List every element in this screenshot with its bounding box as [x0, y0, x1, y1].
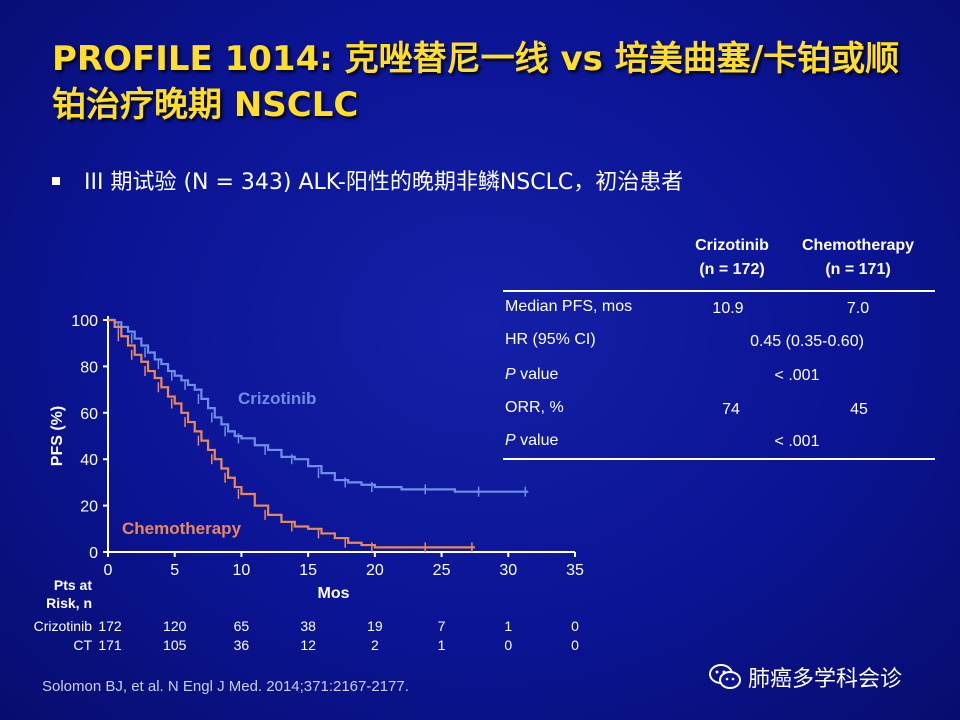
series-label-chemotherapy: Chemotherapy: [122, 519, 242, 538]
y-tick-label: 60: [80, 406, 98, 423]
p-rest: value: [515, 366, 559, 383]
x-tick-label: 15: [299, 562, 317, 579]
risk-value: 65: [234, 618, 250, 634]
risk-value: 120: [163, 618, 187, 634]
x-tick-label: 5: [170, 562, 179, 579]
col2-n: (n = 171): [825, 261, 891, 278]
risk-row-label: CT: [73, 637, 92, 653]
table-cell: < .001: [774, 433, 820, 450]
row-label: ORR, %: [505, 399, 564, 416]
y-tick-label: 40: [80, 452, 98, 469]
risk-value: 0: [571, 637, 579, 653]
brand-text: 肺癌多学科会诊: [748, 667, 903, 692]
risk-header: Risk, n: [46, 595, 92, 611]
col2-name: Chemotherapy: [801, 237, 915, 254]
table-cell: 10.9: [712, 300, 744, 317]
brand-watermark: 肺癌多学科会诊: [708, 661, 902, 697]
y-tick-label: 20: [80, 499, 98, 516]
bullet-text: III 期试验 (N = 343) ALK-阳性的晚期非鳞NSCLC，初治患者: [84, 170, 684, 195]
risk-value: 1: [438, 637, 446, 653]
row-label: Median PFS, mos: [505, 298, 633, 315]
series-label-crizotinib: Crizotinib: [238, 389, 316, 408]
risk-value: 0: [571, 618, 579, 634]
risk-value: 172: [98, 618, 122, 634]
risk-value: 36: [234, 637, 250, 653]
col-head-chemotherapy: Chemotherapy (n = 171): [791, 234, 925, 282]
square-bullet-icon: [52, 177, 60, 185]
risk-value: 2: [371, 637, 379, 653]
risk-header: Pts at: [54, 577, 92, 593]
km-curve-chemotherapy: [108, 318, 475, 549]
col1-n: (n = 172): [699, 261, 765, 278]
x-tick-label: 0: [104, 562, 113, 579]
row-label: P value: [505, 432, 558, 450]
col-head-crizotinib: Crizotinib (n = 172): [667, 234, 797, 282]
p-italic: P: [505, 432, 516, 449]
x-tick-label: 35: [566, 562, 584, 579]
risk-value: 38: [300, 618, 316, 634]
bullet-item: III 期试验 (N = 343) ALK-阳性的晚期非鳞NSCLC，初治患者: [52, 164, 683, 196]
risk-value: 7: [438, 618, 446, 634]
risk-value: 105: [163, 637, 187, 653]
x-axis-title: Mos: [318, 585, 350, 602]
table-cell: 74: [722, 401, 740, 418]
table-cell: 7.0: [846, 300, 870, 317]
table-bottom-rule: [503, 458, 935, 460]
risk-row-label: Crizotinib: [34, 618, 93, 634]
risk-value: 1: [504, 618, 512, 634]
y-tick-label: 80: [80, 359, 98, 376]
p-italic: P: [505, 366, 516, 383]
wechat-icon: [708, 663, 742, 697]
x-tick-label: 20: [366, 562, 384, 579]
table-cell: 45: [850, 401, 868, 418]
p-rest: value: [515, 432, 559, 449]
km-curve-crizotinib: [108, 318, 529, 493]
x-tick-label: 25: [433, 562, 451, 579]
risk-value: 0: [504, 637, 512, 653]
x-tick-label: 30: [499, 562, 517, 579]
table-top-rule: [503, 290, 935, 292]
y-tick-label: 0: [89, 545, 98, 562]
risk-value: 19: [367, 618, 383, 634]
row-label: HR (95% CI): [505, 331, 596, 348]
x-tick-label: 10: [233, 562, 251, 579]
y-axis-title: PFS (%): [49, 406, 66, 466]
table-cell: < .001: [774, 367, 820, 384]
col1-name: Crizotinib: [695, 237, 769, 254]
y-tick-label: 100: [71, 313, 98, 330]
risk-value: 12: [300, 637, 316, 653]
citation: Solomon BJ, et al. N Engl J Med. 2014;37…: [42, 678, 409, 695]
row-label: P value: [505, 366, 558, 384]
slide-title: PROFILE 1014: 克唑替尼一线 vs 培美曲塞/卡铂或顺铂治疗晚期 N…: [52, 39, 900, 125]
table-cell: 0.45 (0.35-0.60): [750, 333, 864, 350]
risk-value: 171: [98, 637, 122, 653]
